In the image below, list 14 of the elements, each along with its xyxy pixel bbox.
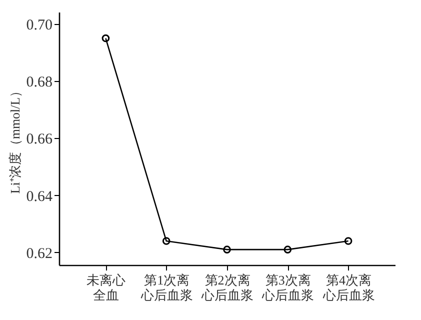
y-axis-title: Li⁺浓度（mmol/L） [7, 84, 22, 194]
point [223, 246, 231, 254]
x-tick-label: 未离心全血 [86, 272, 126, 302]
x-tick-label: 第3次离心后血浆 [261, 272, 314, 302]
point [162, 237, 170, 245]
y-tick-label: 0.66 [26, 132, 53, 148]
y-tick-label: 0.62 [26, 246, 52, 262]
y-tick-label: 0.70 [26, 17, 52, 34]
x-tick-label: 第4次离心后血浆 [322, 272, 375, 302]
x-tick-label: 第1次离心后血浆 [140, 272, 193, 302]
y-tick-label: 0.68 [26, 74, 52, 91]
x-tick-label: 第2次离心后血浆 [200, 272, 254, 302]
point [284, 246, 292, 254]
y-tick-label: 0.64 [26, 188, 53, 205]
